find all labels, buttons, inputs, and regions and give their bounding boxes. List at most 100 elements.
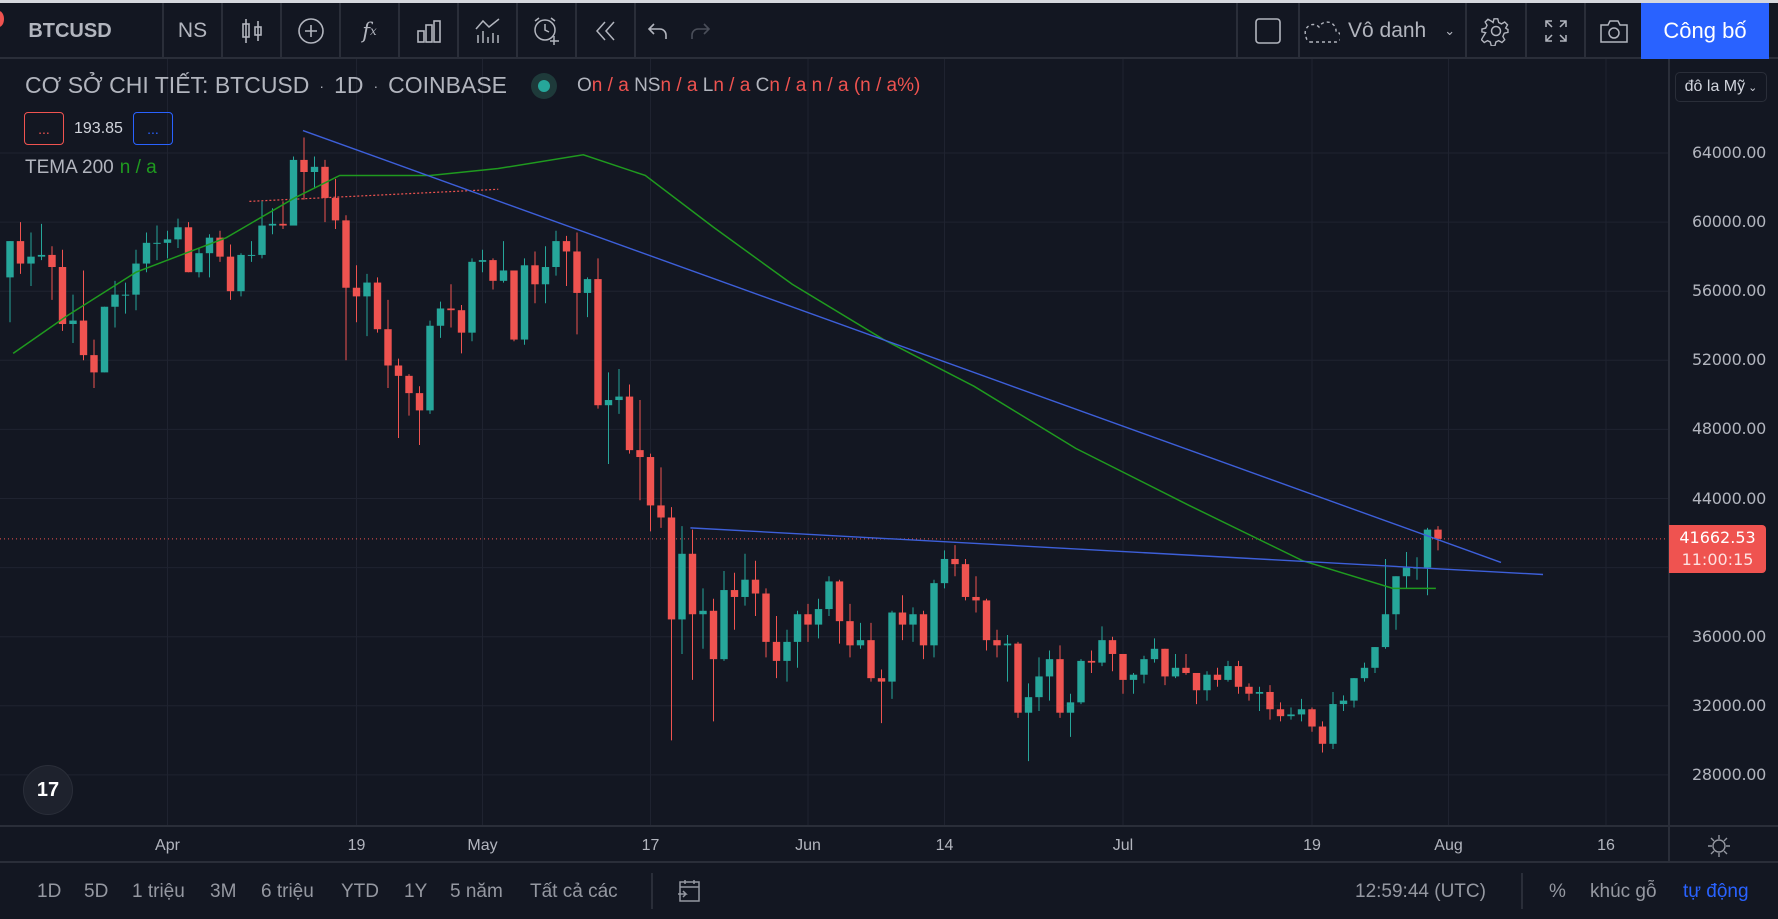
camera-icon[interactable] (1586, 3, 1641, 59)
fullscreen-icon[interactable] (1527, 3, 1584, 59)
candle-down (688, 553, 697, 615)
candle-down (573, 251, 581, 293)
candle-down (1108, 640, 1117, 654)
candle-down (58, 267, 67, 325)
log-toggle[interactable]: khúc gỗ (1590, 881, 1657, 902)
candle-up (1224, 666, 1232, 680)
price-tick-label: 60000.00 (1692, 212, 1766, 232)
undo-icon[interactable] (638, 3, 678, 59)
candle-up (100, 306, 109, 373)
candle-up (678, 553, 686, 620)
candle-down (1087, 660, 1096, 663)
candle-up (1297, 709, 1306, 715)
price-tick-label: 32000.00 (1692, 695, 1766, 715)
candle-up (1360, 667, 1369, 679)
time-tick-label: 16 (1597, 837, 1615, 854)
candle-up (583, 279, 592, 293)
price-tick-label: 64000.00 (1692, 143, 1766, 162)
tema-legend[interactable]: TEMA 200 n / a (25, 157, 157, 178)
candle-up (1339, 700, 1348, 705)
publish-button[interactable]: Công bố (1641, 3, 1769, 59)
indicator-color-blue-button[interactable]: ... (132, 112, 173, 145)
layout-square-icon[interactable] (1238, 3, 1298, 59)
candle-down (384, 329, 392, 366)
candle-down (48, 254, 56, 268)
candle-up (699, 610, 707, 615)
time-tick-label: 19 (347, 837, 366, 854)
candle-up (783, 641, 791, 661)
range-5y[interactable]: 5 năm (450, 881, 503, 902)
candles-icon[interactable] (223, 3, 280, 59)
range-1m[interactable]: 1 triệu (132, 881, 185, 902)
range-1d[interactable]: 1D (37, 881, 62, 902)
time-tick-label: May (467, 837, 498, 854)
candle-up (1255, 691, 1264, 694)
clock[interactable]: 12:59:44 (UTC) (1355, 881, 1486, 902)
range-6m[interactable]: 6 triệu (261, 881, 314, 902)
candle-down (1318, 726, 1327, 744)
candle-down (1266, 691, 1274, 710)
candle-down (919, 614, 928, 646)
interval-button[interactable]: NS (177, 19, 208, 42)
range-ytd[interactable]: YTD (341, 881, 379, 902)
time-axis[interactable]: Apr 19 May 17 Jun 14 Jul 19 Aug 16 (0, 825, 1778, 863)
candle-down (762, 593, 770, 642)
replay-icon[interactable] (577, 3, 634, 59)
alert-icon[interactable] (518, 3, 575, 59)
range-all[interactable]: Tất cả các (530, 881, 618, 902)
candle-up (1066, 702, 1075, 713)
candle-down (342, 220, 350, 288)
candle-down (79, 320, 88, 356)
auto-toggle[interactable]: tự động (1683, 881, 1749, 902)
layout-name-dropdown[interactable]: Vô danh ⌄ (1304, 3, 1464, 59)
candle-down (877, 678, 886, 682)
candle-up (1003, 643, 1012, 646)
candle-up (426, 325, 434, 411)
tradingview-logo[interactable]: 17 (23, 765, 73, 815)
symbol-search-button[interactable]: BTCUSD (28, 19, 112, 42)
indicator-color-red-button[interactable]: ... (24, 112, 64, 145)
percent-toggle[interactable]: % (1549, 881, 1566, 902)
gear-icon[interactable] (1467, 3, 1525, 59)
candle-down (531, 265, 539, 285)
axis-settings-icon[interactable] (1706, 833, 1732, 859)
candle-up (363, 282, 371, 297)
candle-up (132, 263, 140, 295)
chart-legend: CƠ SỞ CHI TIẾT: BTCUSD · 1D · COINBASE O… (25, 72, 921, 99)
go-to-date-icon[interactable] (676, 878, 702, 904)
candle-up (825, 581, 833, 610)
chevron-down-icon: ⌄ (1444, 23, 1456, 38)
candle-up (1129, 674, 1138, 680)
price-chart[interactable] (0, 0, 1669, 826)
time-tick-label: 19 (1303, 837, 1321, 854)
candle-up (1371, 647, 1379, 668)
candle-up (499, 270, 508, 281)
candle-down (415, 393, 424, 411)
layout-name: Vô danh (1348, 19, 1427, 42)
candle-up (720, 590, 728, 660)
trendline (302, 129, 1502, 564)
candle-down (1434, 529, 1442, 539)
candle-up (520, 265, 529, 340)
currency-dropdown[interactable]: đô la Mỹ ⌄ (1675, 72, 1767, 102)
candle-up (436, 308, 445, 326)
add-compare-icon[interactable] (282, 3, 339, 59)
candle-down (772, 641, 781, 661)
candle-up (1381, 614, 1390, 648)
range-5d[interactable]: 5D (84, 881, 109, 902)
candle-down (846, 621, 854, 646)
candle-down (636, 450, 644, 458)
candle-up (205, 237, 214, 254)
candle-up (1140, 659, 1148, 675)
candle-up (615, 396, 623, 401)
bottom-toolbar: 1D 5D 1 triệu 3M 6 triệu YTD 1Y 5 năm Tấ… (0, 863, 1778, 919)
range-3m[interactable]: 3M (210, 881, 237, 902)
redo-icon[interactable] (680, 3, 720, 59)
templates-icon[interactable] (400, 3, 457, 59)
candle-down (226, 256, 235, 292)
candle-down (730, 590, 739, 597)
chart-type-icon[interactable] (459, 3, 516, 59)
range-1y[interactable]: 1Y (404, 881, 428, 902)
